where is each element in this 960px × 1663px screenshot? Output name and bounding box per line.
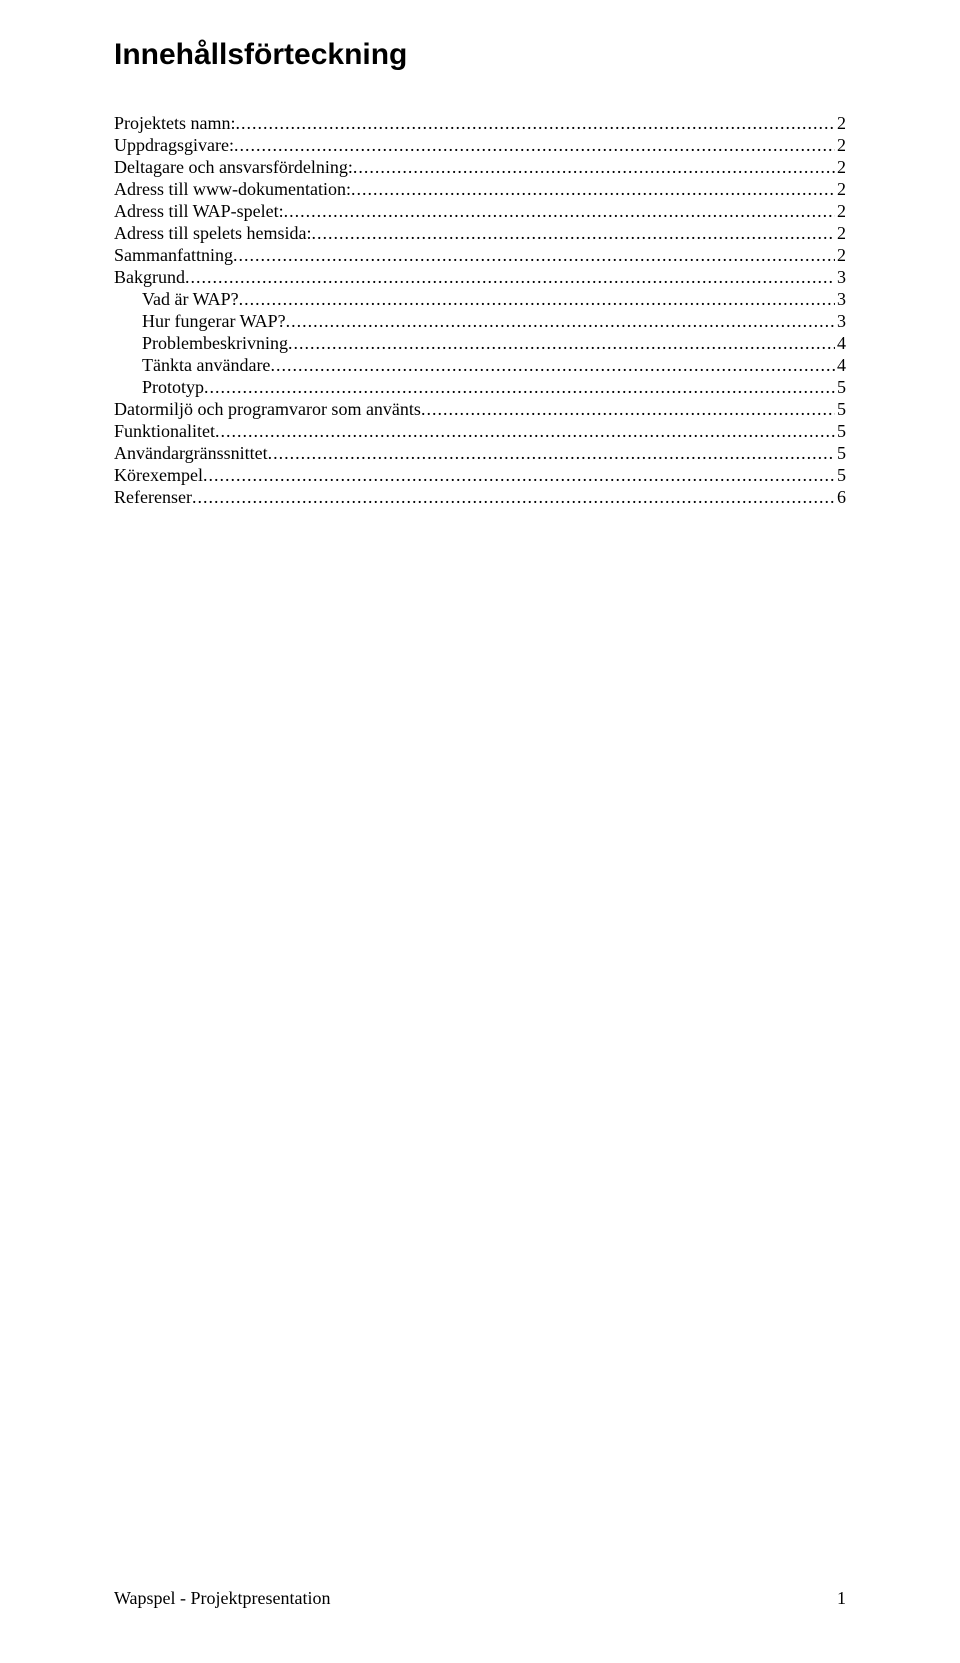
- toc-entry-page: 4: [835, 334, 846, 352]
- toc-entry-label: Uppdragsgivare:: [114, 136, 234, 154]
- toc-entry: Tänkta användare 4: [114, 356, 846, 374]
- toc-entry-page: 6: [835, 488, 846, 506]
- toc-leader-dots: [286, 312, 835, 330]
- toc-entry: Referenser 6: [114, 488, 846, 506]
- toc-entry-page: 4: [835, 356, 846, 374]
- toc-entry: Adress till www-dokumentation: 2: [114, 180, 846, 198]
- toc-entry: Adress till WAP-spelet: 2: [114, 202, 846, 220]
- toc-entry: Problembeskrivning 4: [114, 334, 846, 352]
- toc-entry-page: 2: [835, 114, 846, 132]
- toc-entry-label: Körexempel: [114, 466, 203, 484]
- toc-entry: Uppdragsgivare: 2: [114, 136, 846, 154]
- page-title: Innehållsförteckning: [114, 38, 846, 72]
- toc-leader-dots: [239, 290, 835, 308]
- footer-page-number: 1: [837, 1588, 846, 1609]
- toc-entry: Vad är WAP? 3: [114, 290, 846, 308]
- toc-leader-dots: [353, 158, 835, 176]
- toc-entry: Funktionalitet 5: [114, 422, 846, 440]
- toc-entry-label: Prototyp: [114, 378, 204, 396]
- toc-entry: Adress till spelets hemsida: 2: [114, 224, 846, 242]
- toc-entry-page: 2: [835, 202, 846, 220]
- toc-leader-dots: [215, 422, 835, 440]
- toc-entry-label: Adress till spelets hemsida:: [114, 224, 311, 242]
- toc-entry-page: 5: [835, 378, 846, 396]
- toc-entry-label: Referenser: [114, 488, 192, 506]
- toc-entry-label: Tänkta användare: [114, 356, 270, 374]
- toc-entry-label: Sammanfattning: [114, 246, 233, 264]
- toc-leader-dots: [235, 114, 835, 132]
- toc-leader-dots: [288, 334, 835, 352]
- toc-entry: Projektets namn: 2: [114, 114, 846, 132]
- toc-entry-label: Deltagare och ansvarsfördelning:: [114, 158, 353, 176]
- toc-entry: Hur fungerar WAP? 3: [114, 312, 846, 330]
- toc-entry: Prototyp 5: [114, 378, 846, 396]
- toc-entry-page: 2: [835, 136, 846, 154]
- toc-entry-label: Hur fungerar WAP?: [114, 312, 286, 330]
- toc-entry: Körexempel 5: [114, 466, 846, 484]
- toc-entry-label: Bakgrund: [114, 268, 185, 286]
- toc-entry: Användargränssnittet 5: [114, 444, 846, 462]
- toc-entry-page: 5: [835, 422, 846, 440]
- toc-entry-label: Datormiljö och programvaror som använts: [114, 400, 421, 418]
- toc-leader-dots: [192, 488, 835, 506]
- toc-entry: Sammanfattning 2: [114, 246, 846, 264]
- toc-entry: Bakgrund 3: [114, 268, 846, 286]
- toc-entry-page: 2: [835, 224, 846, 242]
- toc-entry-label: Vad är WAP?: [114, 290, 239, 308]
- toc-leader-dots: [233, 246, 835, 264]
- toc-entry: Deltagare och ansvarsfördelning: 2: [114, 158, 846, 176]
- toc-entry-label: Adress till www-dokumentation:: [114, 180, 351, 198]
- toc-leader-dots: [204, 378, 835, 396]
- toc-leader-dots: [284, 202, 835, 220]
- toc-entry-page: 2: [835, 246, 846, 264]
- toc-leader-dots: [203, 466, 835, 484]
- toc-entry-label: Projektets namn:: [114, 114, 235, 132]
- toc-entry-label: Funktionalitet: [114, 422, 215, 440]
- toc-leader-dots: [270, 356, 835, 374]
- toc-entry-page: 2: [835, 158, 846, 176]
- toc-entry-label: Adress till WAP-spelet:: [114, 202, 284, 220]
- toc-entry-label: Användargränssnittet: [114, 444, 268, 462]
- toc-entry-page: 3: [835, 268, 846, 286]
- table-of-contents: Projektets namn:2Uppdragsgivare:2Deltaga…: [114, 114, 846, 506]
- page: Innehållsförteckning Projektets namn:2Up…: [0, 0, 960, 1663]
- toc-leader-dots: [351, 180, 835, 198]
- toc-leader-dots: [185, 268, 835, 286]
- toc-entry-page: 3: [835, 290, 846, 308]
- toc-entry-page: 2: [835, 180, 846, 198]
- toc-leader-dots: [268, 444, 835, 462]
- toc-leader-dots: [421, 400, 835, 418]
- toc-entry-page: 5: [835, 466, 846, 484]
- toc-leader-dots: [311, 224, 835, 242]
- toc-entry-page: 5: [835, 444, 846, 462]
- toc-entry-page: 5: [835, 400, 846, 418]
- footer-left: Wapspel - Projektpresentation: [114, 1588, 331, 1609]
- footer: Wapspel - Projektpresentation 1: [114, 1588, 846, 1609]
- toc-entry-page: 3: [835, 312, 846, 330]
- toc-entry: Datormiljö och programvaror som använts 5: [114, 400, 846, 418]
- toc-leader-dots: [234, 136, 835, 154]
- toc-entry-label: Problembeskrivning: [114, 334, 288, 352]
